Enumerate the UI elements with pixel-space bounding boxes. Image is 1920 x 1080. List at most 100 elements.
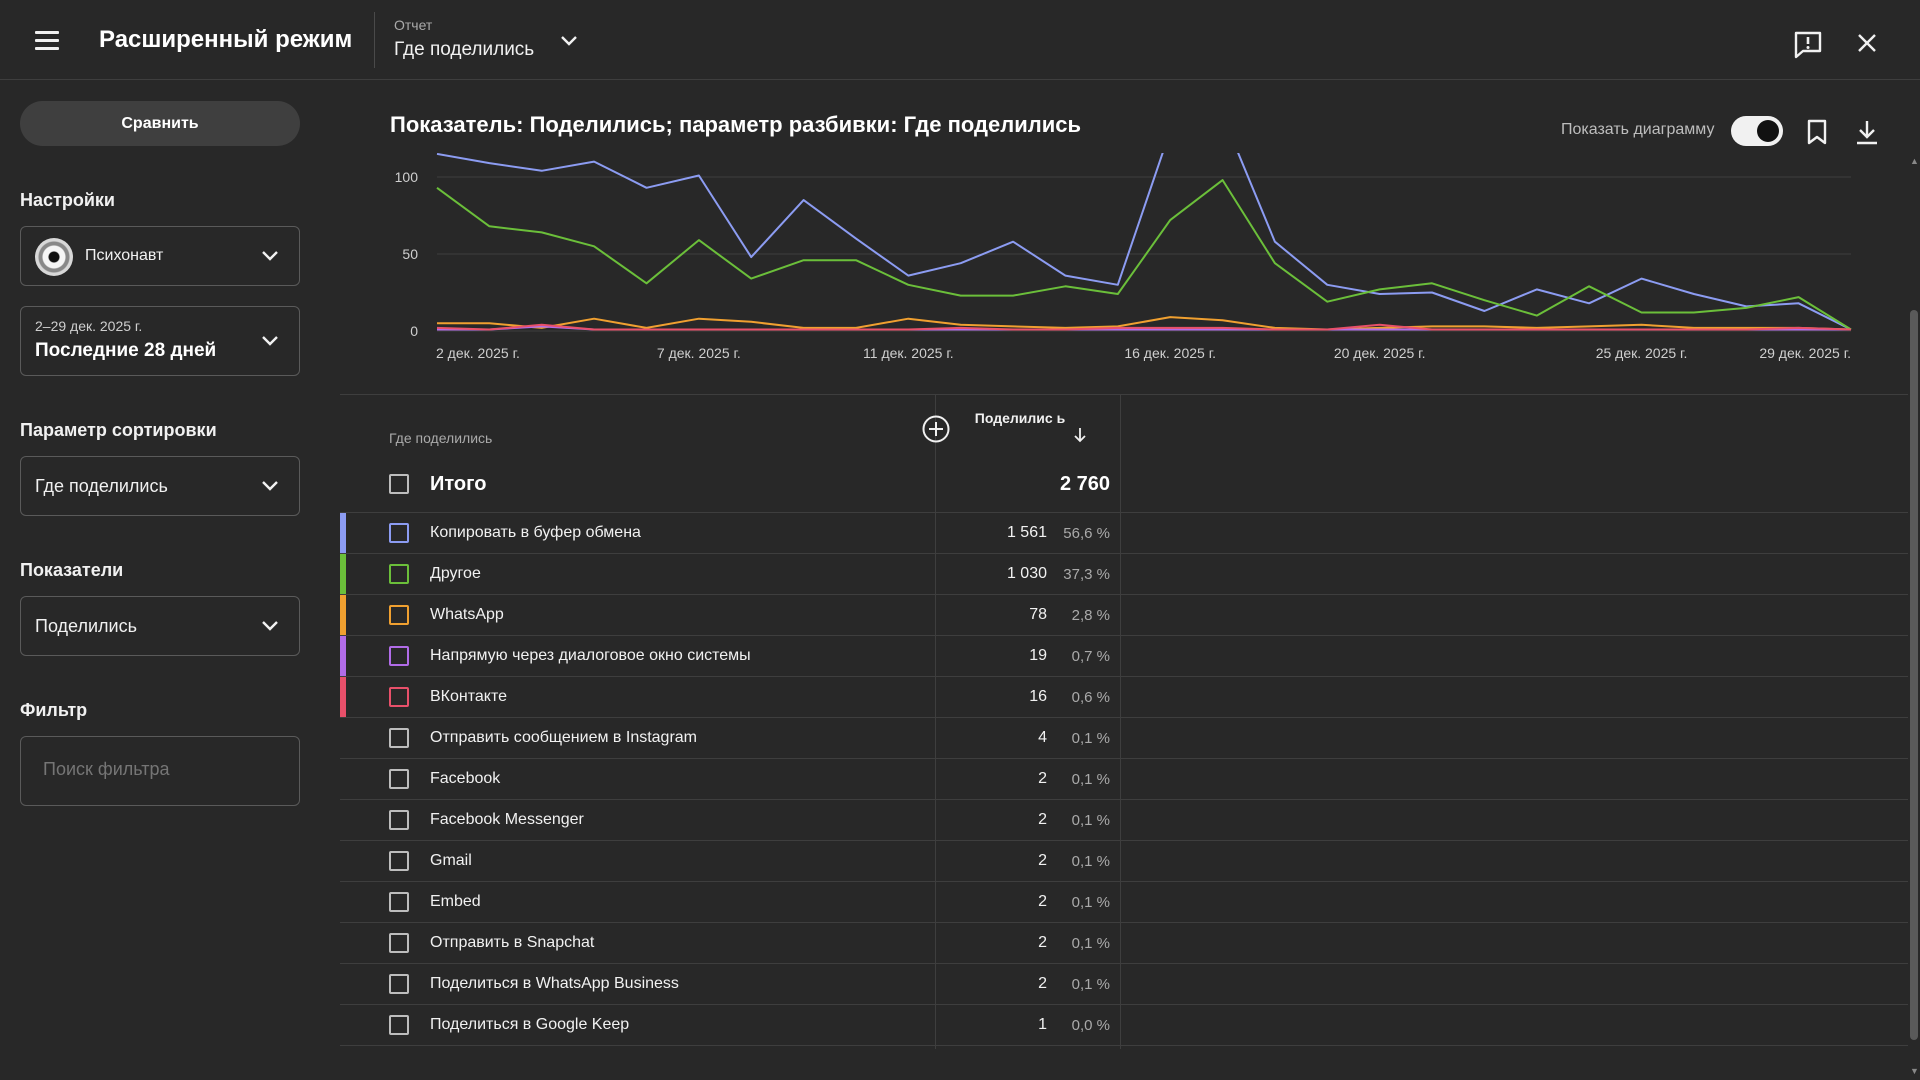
- sort-selector[interactable]: Где поделились: [20, 456, 300, 516]
- series-color-stripe: [340, 882, 346, 922]
- row-value: 2: [1038, 934, 1047, 951]
- table-row: Facebook Messenger 2 0,1 %: [340, 800, 1908, 841]
- column-divider: [1120, 395, 1121, 1049]
- row-checkbox[interactable]: [389, 810, 409, 830]
- series-color-stripe: [340, 718, 346, 758]
- filter-heading: Фильтр: [20, 700, 88, 720]
- bookmark-icon[interactable]: [1803, 117, 1831, 147]
- data-table: Где поделились Поделилис ь Итого 2 760 К…: [340, 394, 1908, 1049]
- row-value: 1 030: [1006, 565, 1047, 582]
- row-checkbox[interactable]: [389, 892, 409, 912]
- row-percent: 56,6 %: [1063, 525, 1110, 542]
- row-checkbox[interactable]: [389, 933, 409, 953]
- date-range-selector[interactable]: 2–29 дек. 2025 г. Последние 28 дней: [20, 306, 300, 376]
- row-label: Gmail: [430, 852, 472, 869]
- sort-heading: Параметр сортировки: [20, 420, 217, 440]
- row-checkbox[interactable]: [389, 769, 409, 789]
- table-row: Напрямую через диалоговое окно системы 19…: [340, 636, 1908, 677]
- row-checkbox[interactable]: [389, 974, 409, 994]
- row-value: 1: [1038, 1016, 1047, 1033]
- row-percent: 0,1 %: [1071, 894, 1110, 911]
- row-label: ВКонтакте: [430, 688, 507, 705]
- row-value: 2: [1038, 811, 1047, 828]
- download-icon[interactable]: [1852, 117, 1882, 147]
- row-value: 2: [1038, 770, 1047, 787]
- series-color-stripe: [340, 800, 346, 840]
- table-row: Facebook 2 0,1 %: [340, 759, 1908, 800]
- row-label: Другое: [430, 565, 481, 582]
- report-selector-value[interactable]: Где поделились: [394, 39, 535, 60]
- row-checkbox[interactable]: [389, 728, 409, 748]
- x-tick-label: 7 дек. 2025 г.: [657, 345, 741, 361]
- filter-search-input[interactable]: [43, 759, 263, 780]
- x-tick-label: 2 дек. 2025 г.: [436, 345, 520, 361]
- header-divider: [374, 12, 375, 68]
- chevron-down-icon: [262, 481, 278, 491]
- series-color-stripe: [340, 677, 346, 717]
- compare-button[interactable]: Сравнить: [20, 101, 300, 146]
- x-tick-label: 29 дек. 2025 г.: [1759, 345, 1851, 361]
- total-label: Итого: [430, 473, 487, 495]
- row-checkbox[interactable]: [389, 605, 409, 625]
- metrics-value: Поделились: [35, 616, 137, 636]
- chart-title: Показатель: Поделились; параметр разбивк…: [390, 112, 1081, 137]
- row-percent: 0,0 %: [1071, 1017, 1110, 1034]
- sort-value: Где поделились: [35, 476, 168, 496]
- row-value: 1 561: [1006, 524, 1047, 541]
- feedback-icon[interactable]: [1791, 28, 1825, 62]
- row-label: WhatsApp: [430, 606, 504, 623]
- row-checkbox[interactable]: [389, 1015, 409, 1035]
- row-percent: 0,1 %: [1071, 976, 1110, 993]
- series-color-stripe: [340, 595, 346, 635]
- scroll-up-arrow[interactable]: ▲: [1910, 156, 1919, 166]
- metrics-selector[interactable]: Поделились: [20, 596, 300, 656]
- close-icon[interactable]: [1852, 28, 1882, 58]
- row-value: 2: [1038, 852, 1047, 869]
- row-label: Embed: [430, 893, 481, 910]
- table-row: Другое 1 030 37,3 %: [340, 554, 1908, 595]
- row-value: 19: [1029, 647, 1047, 664]
- row-percent: 37,3 %: [1063, 566, 1110, 583]
- row-value: 2: [1038, 893, 1047, 910]
- show-chart-toggle[interactable]: [1731, 116, 1783, 146]
- menu-icon[interactable]: [30, 24, 64, 58]
- row-label: Поделиться в WhatsApp Business: [430, 975, 679, 992]
- sort-descending-icon[interactable]: [1072, 426, 1088, 444]
- series-line-4: [436, 323, 1852, 331]
- filter-box[interactable]: [20, 736, 300, 806]
- date-range-dates: 2–29 дек. 2025 г.: [35, 318, 143, 334]
- row-percent: 0,1 %: [1071, 812, 1110, 829]
- total-checkbox[interactable]: [389, 474, 409, 494]
- y-tick-label: 50: [402, 246, 418, 262]
- series-color-stripe: [340, 964, 346, 1004]
- scrollbar[interactable]: [1908, 150, 1920, 1080]
- row-checkbox[interactable]: [389, 564, 409, 584]
- channel-selector[interactable]: Психонавт: [20, 226, 300, 286]
- add-column-icon[interactable]: [921, 414, 951, 444]
- chevron-down-icon[interactable]: [556, 30, 582, 52]
- row-checkbox[interactable]: [389, 523, 409, 543]
- row-percent: 0,1 %: [1071, 771, 1110, 788]
- row-label: Напрямую через диалоговое окно системы: [430, 647, 751, 664]
- table-row: WhatsApp 78 2,8 %: [340, 595, 1908, 636]
- table-row: Отправить в Snapchat 2 0,1 %: [340, 923, 1908, 964]
- row-percent: 0,7 %: [1071, 648, 1110, 665]
- chevron-down-icon: [262, 251, 278, 261]
- row-checkbox[interactable]: [389, 687, 409, 707]
- column-divider: [935, 395, 936, 1049]
- metrics-heading: Показатели: [20, 560, 124, 580]
- row-checkbox[interactable]: [389, 851, 409, 871]
- scroll-down-arrow[interactable]: ▼: [1910, 1066, 1919, 1076]
- row-checkbox[interactable]: [389, 646, 409, 666]
- series-line-2: [437, 316, 1852, 331]
- settings-heading: Настройки: [20, 190, 115, 210]
- series-color-stripe: [340, 759, 346, 799]
- metric-column-header[interactable]: Поделилис ь: [974, 410, 1066, 426]
- row-percent: 0,1 %: [1071, 853, 1110, 870]
- row-value: 16: [1029, 688, 1047, 705]
- avatar: [35, 238, 73, 276]
- table-row: Embed 2 0,1 %: [340, 882, 1908, 923]
- table-row: Поделиться в Google Keep 1 0,0 %: [340, 1005, 1908, 1046]
- dimension-column-header[interactable]: Где поделились: [389, 430, 493, 446]
- scrollbar-thumb[interactable]: [1910, 310, 1918, 1040]
